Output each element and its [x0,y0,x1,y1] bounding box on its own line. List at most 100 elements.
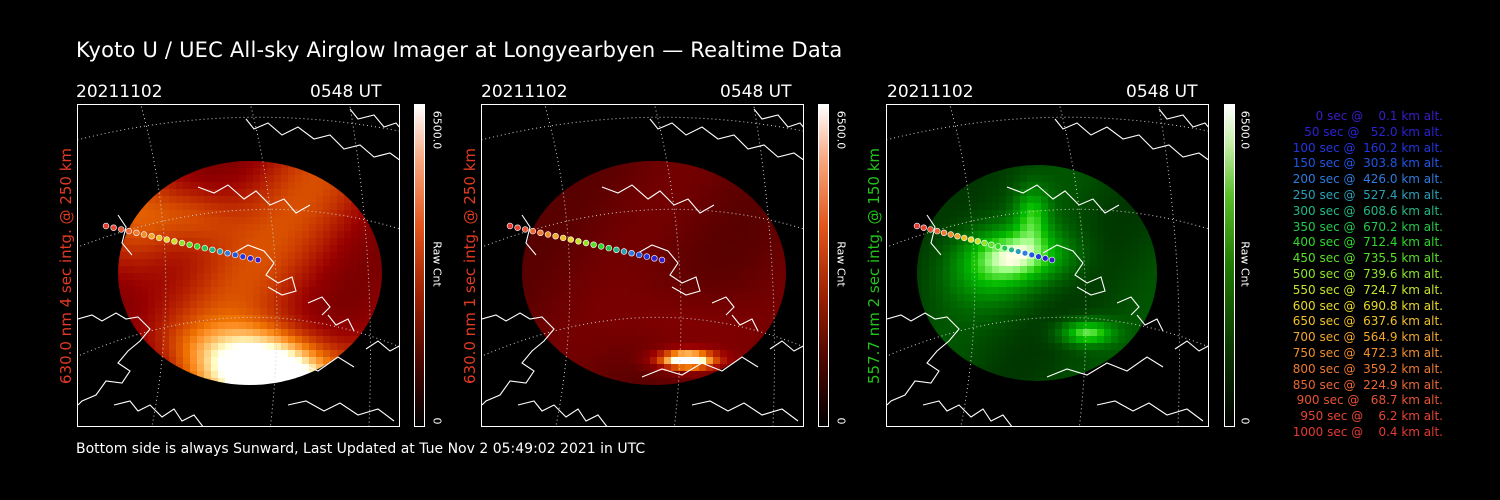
trajectory-point [140,231,148,238]
panel-2-colorbar [818,104,829,427]
trajectory-point [125,227,132,235]
trajectory-point [216,248,224,255]
panel-1-time: 0548 UT [310,82,382,102]
legend-row: 650 sec @ 637.6 km alt. [1288,314,1443,329]
panel-3-image [886,104,1209,427]
trajectory-point [920,224,927,231]
trajectory-point [913,222,921,230]
legend-row: 300 sec @ 608.6 km alt. [1288,203,1443,218]
trajectory-point [559,234,567,242]
trajectory-point [988,241,995,248]
trajectory-point [544,231,552,238]
trajectory-point [239,253,247,260]
trajectory-point [628,250,635,257]
trajectory-point [1048,256,1056,264]
legend-row: 900 sec @ 68.7 km alt. [1292,393,1443,408]
trajectory-point [209,246,216,254]
footer-note: Bottom side is always Sunward, Last Upda… [76,441,646,457]
legend-row: 350 sec @ 670.2 km alt. [1288,219,1443,234]
trajectory-point [651,255,658,262]
panel-1-ylabel: 630.0 nm 4 sec intg. @ 250 km [57,147,75,385]
trajectory-point [148,233,155,240]
trajectory-point [994,243,1002,250]
trajectory-point [605,244,613,252]
panel-2-date: 20211102 [481,82,568,102]
trajectory-point [193,243,201,250]
trajectory-point [974,238,981,245]
trajectory-point [1015,248,1022,255]
legend-row: 800 sec @ 359.2 km alt. [1288,361,1443,376]
panel-2-ylabel: 630.0 nm 1 sec intg. @ 250 km [461,147,479,385]
trajectory-point [1035,253,1042,260]
trajectory-point [927,226,934,233]
panel-2-colorbar-min: 0 [834,417,848,425]
panel-3-ylabel: 557.7 nm 2 sec intg. @ 150 km [865,147,883,385]
trajectory-point [247,255,254,262]
legend-row: 100 sec @ 160.2 km alt. [1288,140,1443,155]
panel-2-time: 0548 UT [720,82,792,102]
trajectory-point [537,229,544,237]
panel-2-colorbar-label: Raw Cnt [834,241,848,287]
trajectory-point [506,222,514,230]
legend-row: 850 sec @ 224.9 km alt. [1288,377,1443,392]
trajectory-point [117,226,125,233]
trajectory-point [110,224,117,231]
trajectory-point [186,241,193,248]
trajectory-point [163,236,171,243]
trajectory-point [658,256,666,264]
panel-1-colorbar-min: 0 [430,417,444,425]
legend-row: 50 sec @ 52.0 km alt. [1296,124,1443,139]
trajectory-point [521,226,529,233]
trajectory-point [934,227,941,235]
trajectory-point [529,227,536,235]
legend-row: 450 sec @ 735.5 km alt. [1288,251,1443,266]
panel-3-colorbar-min: 0 [1238,417,1252,425]
panel-2-image [481,104,804,427]
trajectory-point [155,234,163,242]
legend-row: 150 sec @ 303.8 km alt. [1288,156,1443,171]
panel-1-colorbar [414,104,425,427]
legend-row: 600 sec @ 690.8 km alt. [1288,298,1443,313]
trajectory-point [171,238,178,245]
trajectory-point [961,234,968,242]
panel-2-colorbar-max: 6500.0 [834,110,848,150]
panel-3-date: 20211102 [887,82,974,102]
trajectory-point [575,238,582,245]
trajectory-point [133,229,140,237]
legend-row: 0 sec @ 0.1 km alt. [1304,109,1443,123]
panel-3-time: 0548 UT [1126,82,1198,102]
trajectory-point [620,248,628,255]
page-title: Kyoto U / UEC All-sky Airglow Imager at … [76,38,843,62]
legend-row: 250 sec @ 527.4 km alt. [1288,187,1443,202]
legend-row: 550 sec @ 724.7 km alt. [1288,282,1443,297]
trajectory-point [178,239,186,247]
panel-1-date: 20211102 [76,82,163,102]
trajectory-point [582,239,590,247]
legend-row: 400 sec @ 712.4 km alt. [1288,235,1443,250]
trajectory-point [254,256,262,264]
trajectory-point [1028,251,1035,259]
trajectory-point [940,229,948,237]
trajectory-point [1008,246,1015,254]
panel-1-image [77,104,400,427]
trajectory-point [947,231,954,238]
trajectory-point [643,253,651,260]
legend-row: 500 sec @ 739.6 km alt. [1288,266,1443,281]
legend-row: 200 sec @ 426.0 km alt. [1288,172,1443,187]
legend-row: 1000 sec @ 0.4 km alt. [1292,424,1443,439]
panel-3-colorbar-label: Raw Cnt [1238,241,1252,287]
legend-row: 750 sec @ 472.3 km alt. [1288,345,1443,360]
trajectory-point [636,251,643,259]
panel-1-colorbar-label: Raw Cnt [430,241,444,287]
trajectory-point [102,222,110,230]
panel-3-colorbar-max: 6500.0 [1238,110,1252,150]
trajectory-point [1021,250,1029,257]
trajectory-point [1001,244,1008,252]
trajectory-point [597,243,605,250]
trajectory-point [567,236,575,243]
trajectory-point [224,250,231,257]
trajectory-point [1042,255,1049,262]
legend-row: 950 sec @ 6.2 km alt. [1296,409,1443,424]
trajectory-point [552,233,559,240]
legend-row: 700 sec @ 564.9 km alt. [1288,330,1443,345]
